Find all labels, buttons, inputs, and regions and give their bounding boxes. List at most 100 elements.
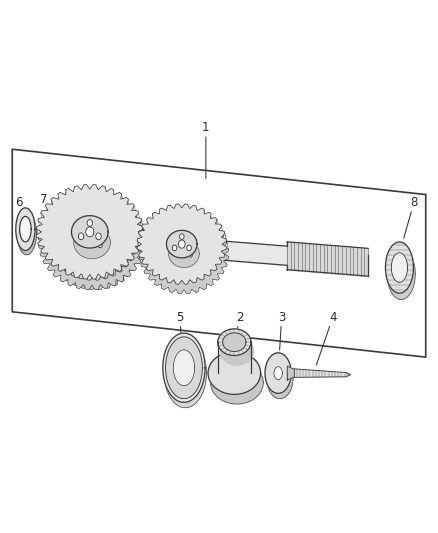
Polygon shape xyxy=(325,371,326,377)
Polygon shape xyxy=(343,373,344,377)
Text: 5: 5 xyxy=(176,311,183,338)
Polygon shape xyxy=(211,361,263,404)
Text: 6: 6 xyxy=(15,196,25,225)
Polygon shape xyxy=(306,370,307,377)
Polygon shape xyxy=(316,370,317,377)
Polygon shape xyxy=(340,372,341,377)
Polygon shape xyxy=(218,329,251,356)
Polygon shape xyxy=(308,370,309,377)
Polygon shape xyxy=(323,371,324,377)
Polygon shape xyxy=(320,370,321,377)
Polygon shape xyxy=(327,371,328,377)
Polygon shape xyxy=(307,370,308,377)
Polygon shape xyxy=(309,370,310,377)
Polygon shape xyxy=(20,216,31,242)
Polygon shape xyxy=(336,372,337,377)
Polygon shape xyxy=(169,240,199,268)
Polygon shape xyxy=(81,238,110,264)
Circle shape xyxy=(172,245,177,251)
Polygon shape xyxy=(208,352,261,394)
Polygon shape xyxy=(334,372,335,377)
Polygon shape xyxy=(330,372,331,377)
Polygon shape xyxy=(218,360,254,369)
Polygon shape xyxy=(164,338,206,408)
Circle shape xyxy=(183,243,186,247)
Polygon shape xyxy=(155,231,219,288)
Text: 2: 2 xyxy=(236,311,244,338)
Circle shape xyxy=(86,227,94,237)
Polygon shape xyxy=(173,350,194,386)
Polygon shape xyxy=(387,248,415,300)
Polygon shape xyxy=(297,369,298,377)
Circle shape xyxy=(182,248,187,255)
Polygon shape xyxy=(301,369,302,377)
Polygon shape xyxy=(304,369,305,377)
Polygon shape xyxy=(166,337,202,399)
Polygon shape xyxy=(274,367,283,379)
Polygon shape xyxy=(79,229,108,254)
Polygon shape xyxy=(49,203,137,280)
Text: 1: 1 xyxy=(202,122,210,179)
Polygon shape xyxy=(298,369,299,377)
Polygon shape xyxy=(331,372,332,377)
Polygon shape xyxy=(152,223,216,280)
Polygon shape xyxy=(332,372,333,377)
Polygon shape xyxy=(319,370,320,377)
Polygon shape xyxy=(139,214,229,294)
Polygon shape xyxy=(36,184,143,279)
Polygon shape xyxy=(328,372,329,377)
Circle shape xyxy=(189,253,192,257)
Text: 7: 7 xyxy=(40,193,66,223)
Polygon shape xyxy=(303,369,304,377)
Polygon shape xyxy=(341,372,342,377)
Polygon shape xyxy=(39,195,145,290)
Circle shape xyxy=(187,245,191,251)
Circle shape xyxy=(98,243,102,248)
Polygon shape xyxy=(174,248,199,271)
Polygon shape xyxy=(305,369,306,377)
Polygon shape xyxy=(321,371,322,377)
Circle shape xyxy=(78,233,84,240)
Polygon shape xyxy=(300,369,301,377)
Polygon shape xyxy=(333,372,334,377)
Polygon shape xyxy=(385,242,413,293)
Polygon shape xyxy=(315,370,316,377)
Polygon shape xyxy=(317,370,318,377)
Polygon shape xyxy=(311,370,312,377)
Polygon shape xyxy=(335,372,336,377)
Polygon shape xyxy=(326,371,327,377)
Circle shape xyxy=(84,243,88,248)
Polygon shape xyxy=(346,373,350,377)
Circle shape xyxy=(178,240,185,248)
Circle shape xyxy=(180,234,184,239)
Polygon shape xyxy=(16,208,35,251)
Polygon shape xyxy=(391,253,408,282)
Polygon shape xyxy=(220,338,254,365)
Polygon shape xyxy=(318,370,319,377)
Polygon shape xyxy=(338,372,339,377)
Circle shape xyxy=(87,220,92,227)
Circle shape xyxy=(96,233,101,240)
Polygon shape xyxy=(339,372,340,377)
Polygon shape xyxy=(137,204,226,284)
Polygon shape xyxy=(172,240,197,263)
Polygon shape xyxy=(267,358,293,399)
Polygon shape xyxy=(17,212,36,255)
Polygon shape xyxy=(265,353,291,393)
Polygon shape xyxy=(337,372,338,377)
Circle shape xyxy=(90,238,96,245)
Polygon shape xyxy=(299,369,300,377)
Polygon shape xyxy=(329,372,330,377)
Polygon shape xyxy=(296,369,297,377)
Polygon shape xyxy=(163,333,205,402)
Polygon shape xyxy=(344,373,345,377)
Polygon shape xyxy=(287,366,294,380)
Polygon shape xyxy=(223,333,246,351)
Polygon shape xyxy=(322,371,323,377)
Polygon shape xyxy=(166,230,197,258)
Polygon shape xyxy=(74,227,110,259)
Polygon shape xyxy=(312,370,313,377)
Polygon shape xyxy=(302,369,303,377)
Text: 8: 8 xyxy=(404,196,417,238)
Polygon shape xyxy=(342,372,343,377)
